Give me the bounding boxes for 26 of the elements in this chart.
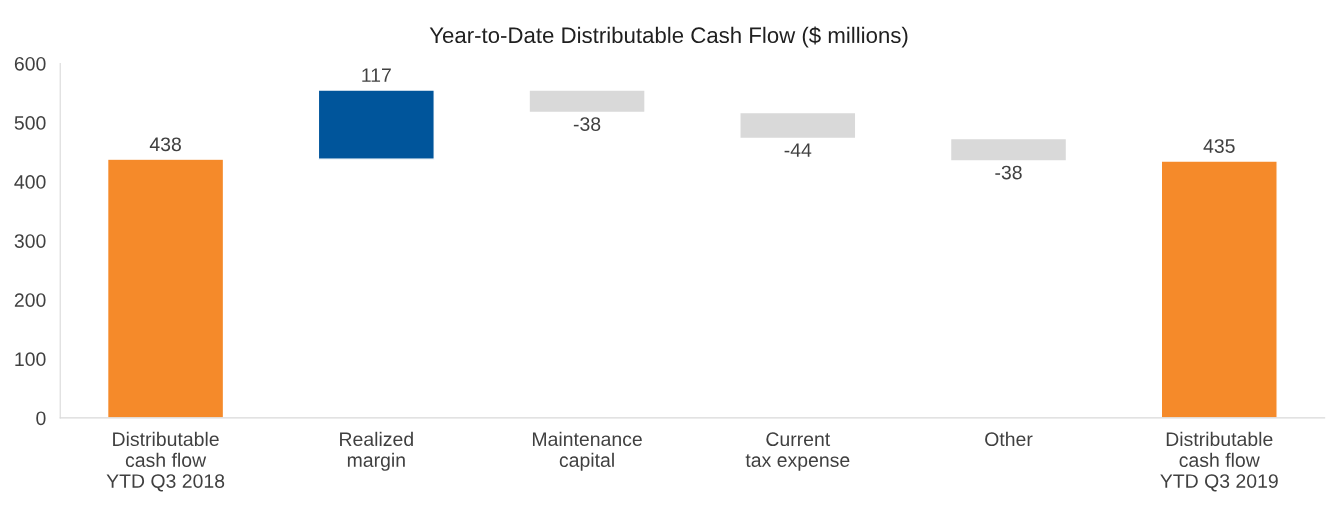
data-label: 117: [362, 68, 391, 82]
x-tick-label: Distributable cash flow YTD Q3 2018: [106, 431, 225, 492]
y-tick-label: 600: [14, 56, 46, 71]
x-tick-label: Maintenance capital: [532, 431, 642, 471]
x-tick-label: Other: [985, 431, 1033, 447]
x-tick-label: Distributable cash flow YTD Q3 2019: [1160, 431, 1278, 492]
data-label: 435: [1203, 139, 1235, 153]
bar: [106, 158, 225, 418]
y-tick-label: 100: [15, 352, 46, 367]
data-label: -38: [573, 117, 601, 131]
chart-title: Year-to-Date Distributable Cash Flow ($ millions): [429, 26, 908, 48]
bar: [949, 137, 1068, 162]
bar: [739, 111, 857, 140]
y-tick-label: 300: [14, 234, 46, 248]
y-tick-label: 200: [14, 293, 46, 307]
x-tick-label: Realized margin: [340, 431, 413, 471]
y-tick-label: 500: [14, 116, 46, 130]
x-tick-label: Current tax expense: [745, 432, 850, 471]
bar: [317, 89, 435, 160]
y-tick-label: 400: [14, 175, 46, 189]
data-label: -38: [995, 165, 1022, 180]
bar: [1160, 160, 1278, 418]
bar: [528, 89, 646, 114]
data-label: 438: [149, 137, 181, 152]
data-label: -44: [784, 143, 812, 157]
y-tick-label: 0: [36, 411, 46, 426]
